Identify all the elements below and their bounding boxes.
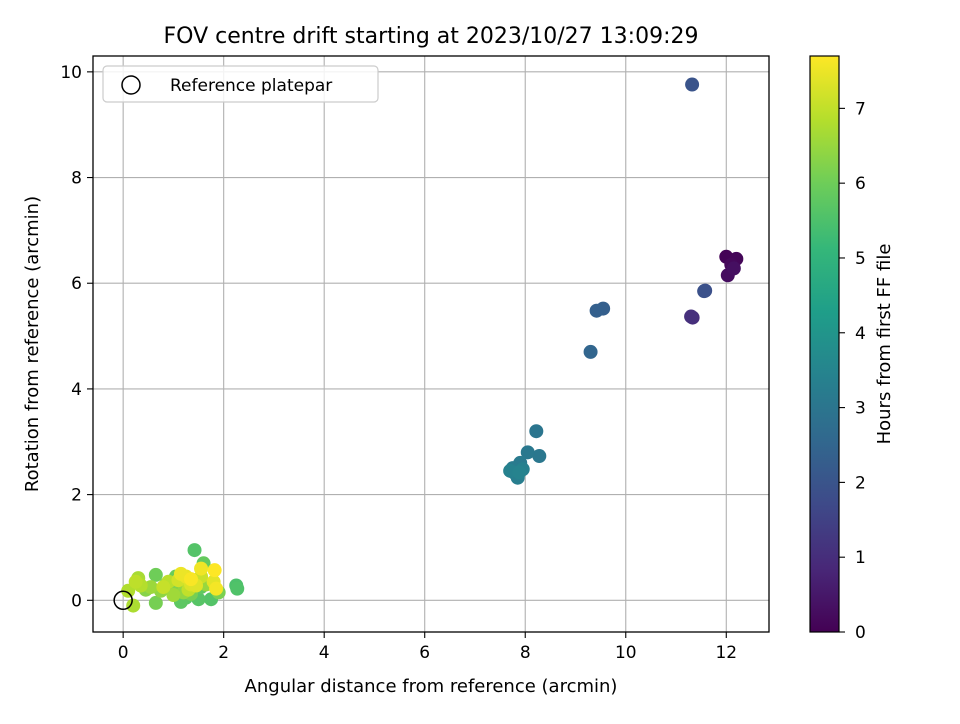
colorbar-tick-label: 3 [855, 399, 866, 419]
colorbar-tick-label: 5 [855, 249, 866, 269]
data-point [529, 424, 544, 439]
y-tick-label: 4 [71, 380, 82, 400]
legend: Reference platepar [102, 65, 379, 103]
x-tick-label: 12 [715, 643, 737, 663]
data-point [156, 580, 171, 595]
chart-title: FOV centre drift starting at 2023/10/27 … [164, 24, 699, 49]
scatter-points [121, 77, 744, 613]
colorbar-tick-label: 2 [855, 473, 866, 493]
y-axis-label: Rotation from reference (arcmin) [22, 196, 43, 492]
colorbar-tick-label: 0 [855, 623, 866, 643]
x-tick-label: 8 [520, 643, 531, 663]
data-point [126, 598, 141, 613]
y-tick-label: 10 [60, 63, 82, 83]
data-point [187, 543, 202, 558]
data-point [726, 261, 741, 276]
data-point [589, 303, 604, 318]
x-tick-label: 6 [419, 643, 430, 663]
y-tick-label: 2 [71, 486, 82, 506]
colorbar-frame [809, 55, 840, 633]
x-axis-ticks: 0 2 4 6 8 10 12 [118, 632, 737, 663]
colorbar: 0 1 2 3 4 5 6 7 Hours from first FF file [809, 55, 895, 643]
data-point [583, 344, 598, 359]
colorbar-ticks: 0 1 2 3 4 5 6 7 [839, 99, 866, 643]
data-point [684, 309, 699, 324]
data-point [207, 563, 222, 578]
colorbar-label: Hours from first FF file [874, 244, 895, 445]
x-tick-label: 2 [218, 643, 229, 663]
colorbar-tick-label: 7 [855, 99, 866, 119]
data-point [685, 77, 700, 92]
y-tick-label: 0 [71, 591, 82, 611]
data-point [166, 588, 181, 603]
colorbar-tick-label: 6 [855, 174, 866, 194]
reference-platepar-marker [113, 590, 133, 611]
legend-box [102, 65, 379, 103]
data-point [697, 284, 712, 299]
x-tick-label: 4 [319, 643, 330, 663]
data-point [209, 581, 224, 596]
legend-marker-icon [121, 75, 141, 95]
x-tick-label: 0 [118, 643, 129, 663]
x-axis-label: Angular distance from reference (arcmin) [245, 676, 618, 697]
legend-entry: Reference platepar [170, 76, 332, 96]
data-point [194, 561, 209, 576]
y-axis-ticks: 0 2 4 6 8 10 [60, 63, 93, 611]
data-point [512, 465, 527, 480]
y-tick-label: 8 [71, 169, 82, 189]
colorbar-tick-label: 4 [855, 324, 866, 344]
colorbar-tick-label: 1 [855, 548, 866, 568]
data-point [148, 567, 163, 582]
data-point [128, 574, 143, 589]
x-tick-label: 10 [615, 643, 637, 663]
colorbar-gradient [810, 56, 839, 632]
data-point [184, 572, 199, 587]
y-tick-label: 6 [71, 274, 82, 294]
data-point [520, 445, 535, 460]
data-point [148, 595, 163, 610]
data-point [532, 449, 547, 464]
data-point [230, 581, 245, 596]
plot-area-frame [92, 55, 770, 633]
